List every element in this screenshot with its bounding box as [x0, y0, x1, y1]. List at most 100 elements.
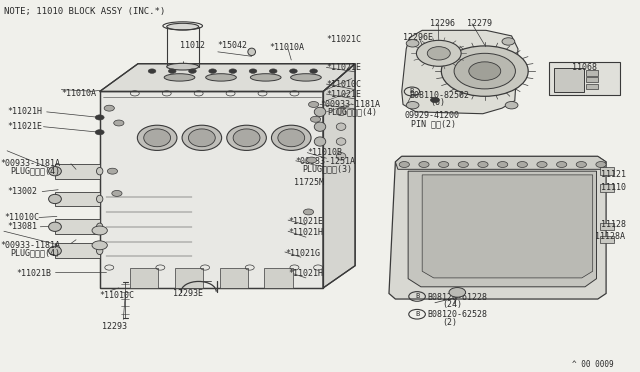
Text: 11068: 11068 [572, 63, 597, 72]
Circle shape [95, 115, 104, 120]
Ellipse shape [97, 223, 103, 231]
Text: *00933-1251A: *00933-1251A [296, 157, 356, 166]
Text: *00933-1181A: *00933-1181A [320, 100, 380, 109]
Text: *11021B: *11021B [17, 269, 52, 278]
Ellipse shape [205, 74, 236, 81]
Ellipse shape [314, 137, 326, 146]
Polygon shape [323, 64, 355, 288]
Ellipse shape [278, 129, 305, 147]
Polygon shape [408, 171, 596, 287]
Circle shape [417, 40, 461, 66]
Text: *11021E: *11021E [288, 217, 323, 226]
Polygon shape [55, 243, 100, 258]
Polygon shape [131, 267, 159, 288]
Polygon shape [389, 156, 606, 299]
Circle shape [517, 161, 527, 167]
Circle shape [468, 62, 500, 80]
Polygon shape [55, 192, 100, 206]
Ellipse shape [167, 63, 198, 70]
Circle shape [576, 161, 586, 167]
Text: *13081: *13081 [7, 222, 37, 231]
Polygon shape [100, 64, 355, 92]
Circle shape [406, 102, 419, 109]
Ellipse shape [336, 123, 346, 131]
Text: B: B [415, 311, 419, 317]
Polygon shape [100, 92, 323, 288]
Ellipse shape [49, 167, 61, 176]
Circle shape [189, 69, 196, 73]
Text: NOTE; 11010 BLOCK ASSY (INC.*): NOTE; 11010 BLOCK ASSY (INC.*) [4, 7, 165, 16]
Text: *11021E: *11021E [7, 122, 42, 131]
Circle shape [307, 157, 317, 163]
Circle shape [497, 161, 508, 167]
Text: *15042: *15042 [218, 41, 248, 50]
Circle shape [458, 161, 468, 167]
Text: (6): (6) [430, 98, 445, 107]
Text: *11010C: *11010C [326, 80, 362, 89]
Ellipse shape [167, 23, 198, 30]
Ellipse shape [336, 108, 346, 116]
Text: B: B [415, 294, 419, 299]
Ellipse shape [248, 48, 255, 55]
Ellipse shape [97, 247, 103, 254]
Text: *00933-1181A: *00933-1181A [1, 159, 61, 168]
Circle shape [108, 168, 118, 174]
Circle shape [431, 97, 440, 103]
Text: *11021H: *11021H [288, 269, 323, 278]
Text: PLUGプラグ(4): PLUGプラグ(4) [328, 108, 378, 116]
Polygon shape [175, 267, 203, 288]
Text: (24): (24) [443, 300, 463, 309]
Text: 09929-41200: 09929-41200 [404, 111, 460, 120]
Text: PLUGプラグ(4): PLUGプラグ(4) [10, 167, 60, 176]
Circle shape [406, 39, 419, 47]
Text: B08120-61228: B08120-61228 [428, 293, 487, 302]
Ellipse shape [138, 125, 177, 150]
Ellipse shape [314, 107, 326, 116]
Text: 11128: 11128 [601, 221, 626, 230]
Text: 12279: 12279 [467, 19, 492, 28]
Circle shape [310, 69, 317, 73]
Circle shape [310, 116, 321, 122]
Text: *11021C: *11021C [326, 35, 362, 44]
Ellipse shape [97, 195, 103, 203]
Circle shape [596, 161, 606, 167]
Circle shape [148, 69, 156, 73]
Text: *00933-1181A: *00933-1181A [1, 241, 61, 250]
Ellipse shape [291, 74, 321, 81]
Text: B08110-82562: B08110-82562 [410, 91, 469, 100]
Ellipse shape [336, 138, 346, 145]
Polygon shape [402, 31, 518, 114]
Circle shape [209, 69, 216, 73]
Ellipse shape [49, 222, 61, 231]
Circle shape [438, 161, 449, 167]
Bar [586, 77, 598, 82]
Circle shape [92, 241, 108, 250]
Text: *11010A: *11010A [269, 42, 304, 51]
Text: 11725M: 11725M [294, 178, 324, 187]
Bar [600, 167, 614, 175]
Polygon shape [396, 156, 606, 169]
Circle shape [502, 38, 515, 45]
Circle shape [537, 161, 547, 167]
Ellipse shape [233, 129, 260, 147]
Text: *11010A: *11010A [61, 89, 97, 98]
Bar [586, 70, 598, 76]
Circle shape [478, 161, 488, 167]
Ellipse shape [144, 129, 171, 147]
Bar [548, 62, 620, 95]
Polygon shape [422, 175, 593, 278]
Text: *11010C: *11010C [4, 213, 39, 222]
Text: PIN ピン(2): PIN ピン(2) [411, 119, 456, 128]
Ellipse shape [271, 125, 311, 150]
Text: 12296: 12296 [430, 19, 455, 28]
Circle shape [269, 69, 277, 73]
Bar [600, 223, 614, 231]
Circle shape [454, 53, 515, 89]
Text: ^ 00 0009: ^ 00 0009 [572, 360, 614, 369]
Polygon shape [220, 267, 248, 288]
Text: PLUGプラグ(4): PLUGプラグ(4) [10, 248, 60, 257]
Text: 12293: 12293 [102, 322, 127, 331]
Circle shape [289, 69, 297, 73]
Ellipse shape [336, 153, 346, 160]
Ellipse shape [314, 122, 326, 131]
